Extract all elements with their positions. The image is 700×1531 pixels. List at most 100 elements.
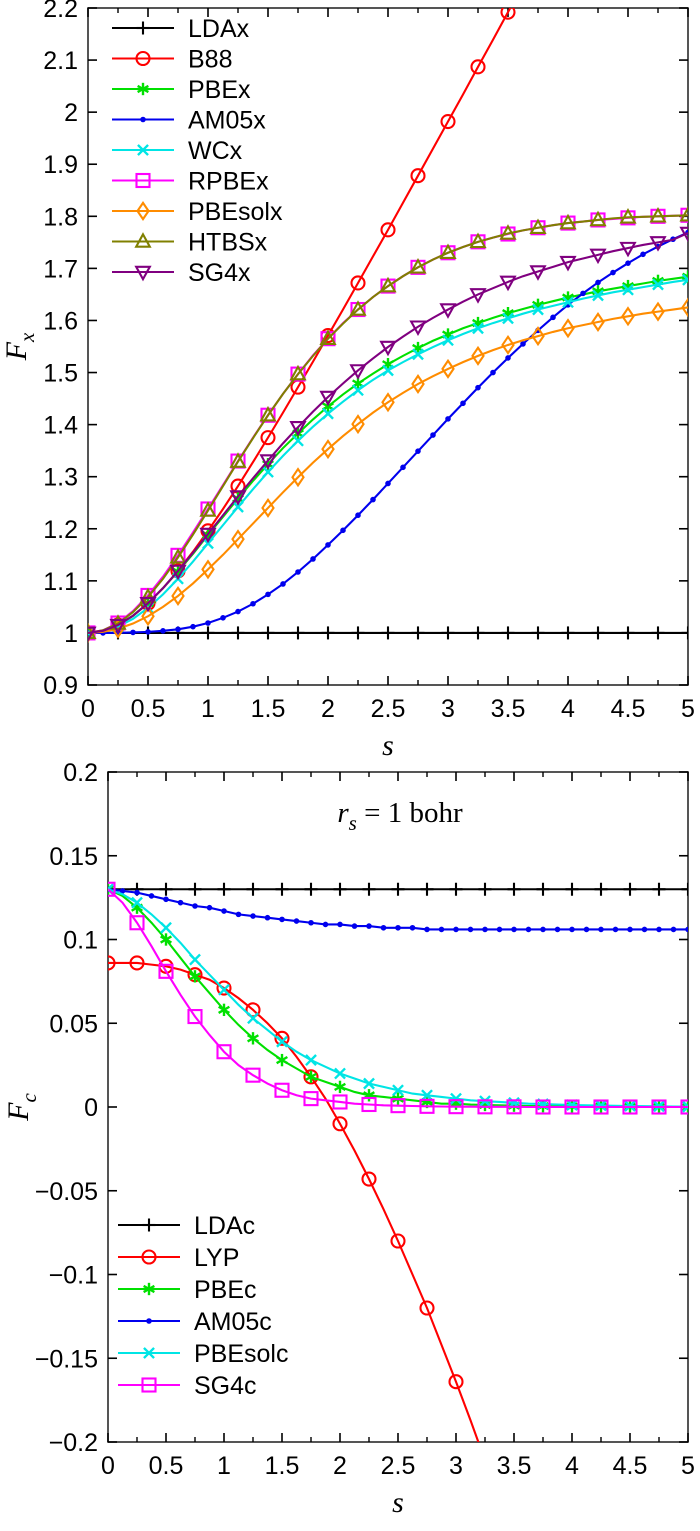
y-tick-label: 1.4 (43, 412, 78, 440)
x-tick-label: 1.5 (251, 695, 286, 723)
legend-label: SG4x (188, 259, 251, 287)
series-container-fx (88, 8, 688, 643)
x-tick-label: 4.5 (611, 695, 646, 723)
y-tick-label: 1.7 (43, 255, 78, 283)
legend-label: AM05x (188, 107, 266, 135)
legend-label: WCx (188, 137, 243, 165)
legend-label: LYP (194, 1244, 239, 1272)
x-tick-label: 1 (201, 695, 215, 723)
x-tick-label: 5 (681, 1452, 695, 1480)
series-sg4c (108, 881, 688, 1115)
x-axis-title: s (392, 1486, 404, 1519)
legend-label: AM05c (194, 1308, 272, 1336)
y-tick-label: 0.15 (49, 843, 98, 871)
x-tick-label: 4 (565, 1452, 579, 1480)
axis-labels-fx: 0 0.5 1 1.5 2 2.5 3 3.5 4 4.5 5 0.9 1 1.1 1.2 1.3 1.4 1.5… (43, 0, 695, 723)
legend-label: LDAc (194, 1212, 255, 1240)
series-pbesolc (108, 883, 688, 1113)
series-ldax (88, 626, 688, 640)
legend-label: SG4c (194, 1372, 257, 1400)
x-tick-label: 1.5 (265, 1452, 300, 1480)
legend-item-rpbex[interactable]: RPBEx (112, 168, 269, 196)
y-tick-label: −0.15 (35, 1345, 98, 1373)
x-tick-label: 0.5 (131, 695, 166, 723)
y-tick-label: 1.2 (43, 516, 78, 544)
legend-item-ldac[interactable]: LDAc (118, 1212, 255, 1240)
series-pbesolx (88, 297, 688, 643)
y-tick-label: 0.9 (43, 672, 78, 700)
panel-exchange-factor: 0 0.5 1 1.5 2 2.5 3 3.5 4 4.5 5 0.9 1 1.1 1.2 1.3 1.4 1.5… (0, 0, 700, 760)
legend-item-sg4x[interactable]: SG4x (112, 259, 251, 287)
annotation-rs: rs = 1 bohr (337, 797, 463, 835)
y-tick-label: 1.8 (43, 203, 78, 231)
axis-ticks-fc (107, 771, 689, 1443)
y-tick-label: 1.9 (43, 151, 78, 179)
x-tick-label: 4.5 (613, 1452, 648, 1480)
y-tick-label: −0.05 (35, 1178, 98, 1206)
y-axis-title: Fc (2, 1093, 41, 1122)
series-sg4x (88, 226, 688, 643)
y-tick-label: 0.1 (63, 927, 98, 955)
chart-fc: 0 0.5 1 1.5 2 2.5 3 3.5 4 4.5 5 −0.2 −0.15 −0.1 −0.05 0… (2, 760, 695, 1519)
chart-fx: 0 0.5 1 1.5 2 2.5 3 3.5 4 4.5 5 0.9 1 1.1 1.2 1.3 1.4 1.5… (0, 0, 695, 760)
x-tick-label: 3 (441, 695, 455, 723)
x-tick-label: 2 (321, 695, 335, 723)
svg-text:Fc: Fc (2, 1093, 41, 1122)
y-tick-label: 2 (64, 99, 78, 127)
y-tick-label: 2.1 (43, 47, 78, 75)
series-lyp (108, 955, 480, 1442)
panel-correlation-factor: 0 0.5 1 1.5 2 2.5 3 3.5 4 4.5 5 −0.2 −0.15 −0.1 −0.05 0… (0, 760, 700, 1531)
legend-item-lyp[interactable]: LYP (118, 1244, 239, 1272)
x-tick-label: 4 (561, 695, 575, 723)
legend-item-b88[interactable]: B88 (112, 46, 232, 74)
legend-item-wcx[interactable]: WCx (112, 137, 243, 165)
y-tick-label: −0.1 (49, 1262, 98, 1290)
x-tick-label: 5 (681, 695, 695, 723)
x-tick-label: 0 (101, 1452, 115, 1480)
y-tick-label: −0.2 (49, 1429, 98, 1457)
x-tick-label: 0 (81, 695, 95, 723)
legend-label: PBEsolc (194, 1340, 288, 1368)
legend-label: PBEc (194, 1276, 257, 1304)
series-b88 (88, 8, 516, 641)
y-axis-title: Fx (0, 332, 39, 361)
legend-item-am05x[interactable]: AM05x (112, 107, 266, 135)
legend-label: PBEsolx (188, 198, 283, 226)
y-tick-label: 0.2 (63, 760, 98, 787)
y-tick-label: 1.5 (43, 360, 78, 388)
legend-item-pbex[interactable]: PBEx (112, 76, 251, 104)
y-tick-label: 1.1 (43, 568, 78, 596)
legend-label: PBEx (188, 76, 251, 104)
x-axis-title: s (382, 729, 394, 760)
legend-item-pbec[interactable]: PBEc (118, 1276, 257, 1304)
series-ldac (108, 882, 688, 896)
svg-text:rs = 1 bohr: rs = 1 bohr (337, 797, 463, 835)
x-tick-label: 0.5 (149, 1452, 184, 1480)
axis-labels-fc: 0 0.5 1 1.5 2 2.5 3 3.5 4 4.5 5 −0.2 −0.15 −0.1 −0.05 0… (35, 760, 695, 1480)
x-tick-label: 2.5 (381, 1452, 416, 1480)
x-tick-label: 3 (449, 1452, 463, 1480)
legend-label: HTBSx (188, 229, 268, 257)
y-tick-label: 1.6 (43, 307, 78, 335)
series-pbec (108, 883, 688, 1114)
legend-item-sg4c[interactable]: SG4c (118, 1372, 257, 1400)
x-tick-label: 2.5 (371, 695, 406, 723)
x-tick-label: 1 (217, 1452, 231, 1480)
legend-label: B88 (188, 46, 232, 74)
legend-item-ldax[interactable]: LDAx (112, 15, 250, 43)
legend-label: LDAx (188, 15, 250, 43)
y-tick-label: 1.3 (43, 464, 78, 492)
svg-text:Fx: Fx (0, 332, 39, 361)
x-tick-label: 3.5 (497, 1452, 532, 1480)
legend-item-pbesolc[interactable]: PBEsolc (118, 1340, 288, 1368)
series-container-fc (108, 881, 688, 1442)
legend-fc[interactable]: LDAc LYP PBEc AM05c PBEsolc SG4c (118, 1212, 288, 1400)
series-wcx (88, 273, 688, 639)
x-tick-label: 3.5 (491, 695, 526, 723)
legend-item-pbesolx[interactable]: PBEsolx (112, 198, 283, 226)
legend-item-htbsx[interactable]: HTBSx (112, 229, 268, 257)
y-tick-label: 0 (84, 1094, 98, 1122)
legend-label: RPBEx (188, 168, 269, 196)
legend-item-am05c[interactable]: AM05c (118, 1308, 272, 1336)
